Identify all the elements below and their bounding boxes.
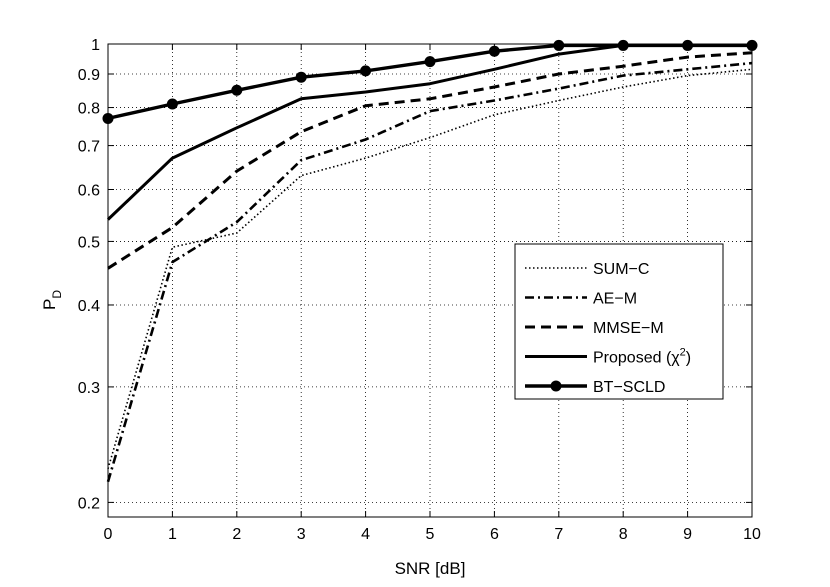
series-marker bbox=[424, 56, 436, 68]
series-line bbox=[107, 51, 753, 270]
x-tick-label: 1 bbox=[168, 526, 177, 543]
y-axis-label-main: P bbox=[40, 299, 59, 310]
y-tick-label: 0.4 bbox=[78, 298, 100, 315]
series-line bbox=[106, 61, 753, 483]
y-tick-label: 0.6 bbox=[78, 182, 100, 199]
x-tick-label: 8 bbox=[619, 526, 628, 543]
series-marker bbox=[166, 98, 178, 110]
y-tick-label: 0.7 bbox=[78, 139, 100, 156]
x-tick-label: 3 bbox=[297, 526, 306, 543]
y-axis-label: PD bbox=[40, 290, 64, 310]
y-tick-label: 0.2 bbox=[78, 495, 100, 512]
legend: SUM−C AE−M MMSE−M Proposed (χ2) BT−SCLD bbox=[514, 243, 724, 400]
legend-box bbox=[514, 243, 724, 400]
series-marker bbox=[295, 71, 307, 83]
x-tick-label: 10 bbox=[743, 526, 761, 543]
x-axis-label: SNR [dB] bbox=[395, 559, 466, 578]
x-tick-label: 4 bbox=[361, 526, 370, 543]
y-tick-label: 0.5 bbox=[78, 234, 100, 251]
x-tick-label: 2 bbox=[232, 526, 241, 543]
series-line bbox=[107, 68, 753, 470]
y-tick-label: 1 bbox=[91, 37, 100, 54]
y-tick-label: 0.9 bbox=[78, 67, 100, 84]
y-tick-label: 0.8 bbox=[78, 101, 100, 118]
x-tick-label: 0 bbox=[104, 526, 113, 543]
y-tick-label: 0.3 bbox=[78, 380, 100, 397]
x-tick-label: 5 bbox=[426, 526, 435, 543]
x-tick-label: 7 bbox=[554, 526, 563, 543]
series-marker bbox=[488, 45, 500, 57]
series-marker bbox=[360, 65, 372, 77]
legend-label: Proposed (χ2) bbox=[593, 347, 691, 367]
legend-label: SUM−C bbox=[593, 261, 649, 278]
x-tick-label: 6 bbox=[490, 526, 499, 543]
legend-marker bbox=[550, 380, 562, 392]
y-axis-label-sub: D bbox=[50, 290, 64, 299]
legend-label: MMSE−M bbox=[593, 320, 664, 337]
legend-label: AE−M bbox=[593, 291, 637, 308]
axis-ticks: 0 1 2 3 4 5 6 7 8 9 10 0.2 0.3 0.4 0.5 0.6 0.7 0.8 0.9 1 bbox=[78, 37, 761, 543]
x-tick-label: 9 bbox=[683, 526, 692, 543]
legend-label: BT−SCLD bbox=[593, 379, 665, 396]
series-marker bbox=[231, 84, 243, 96]
